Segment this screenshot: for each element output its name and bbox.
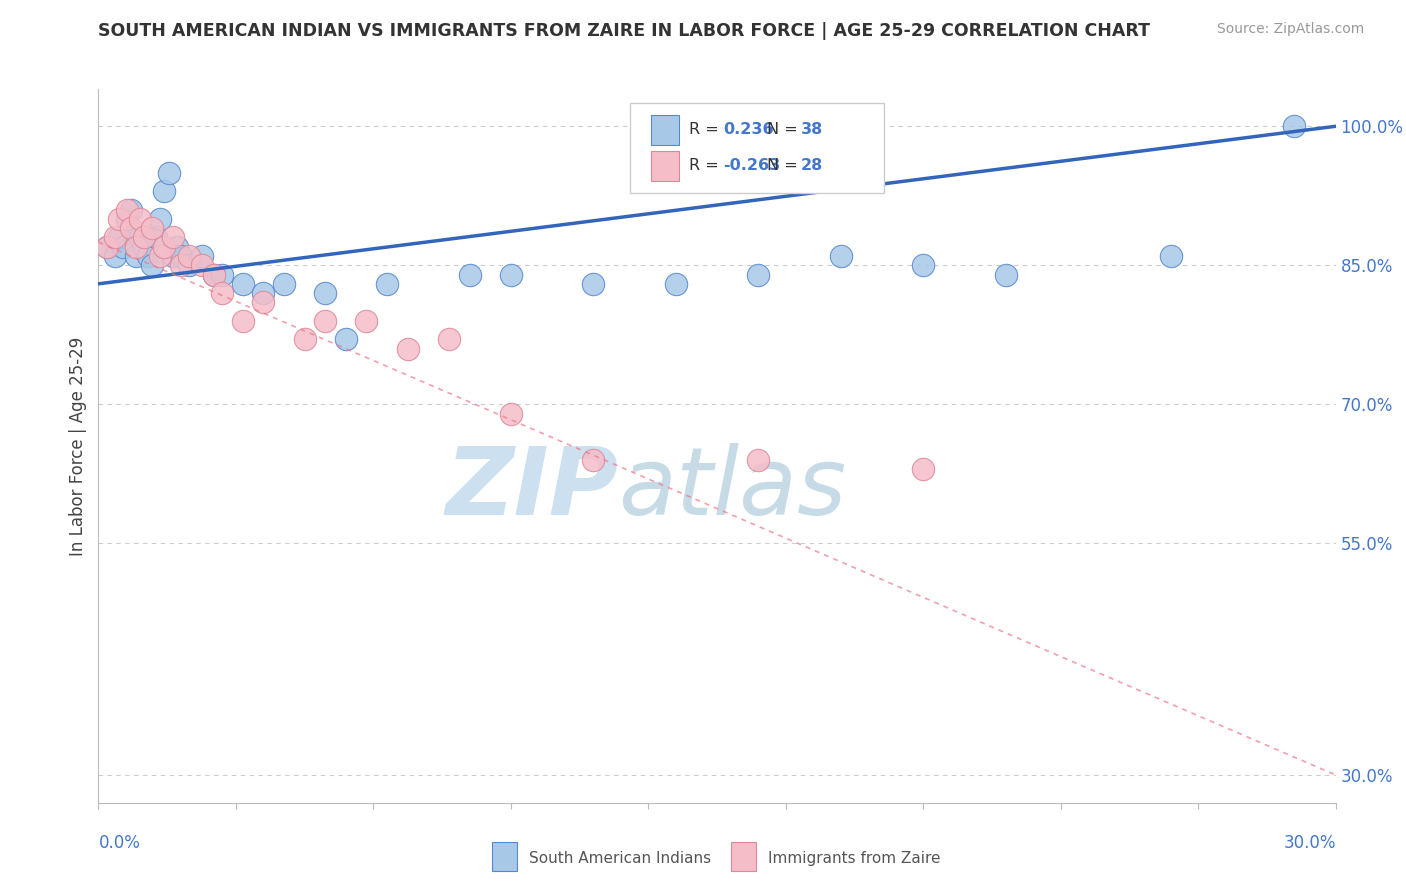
Point [145,230,167,244]
Point [1160,249,1182,263]
Point [179,249,201,263]
Text: R =: R = [689,158,724,173]
Point [747,453,769,467]
Text: -0.263: -0.263 [723,158,780,173]
Point [179,258,201,272]
Point [202,268,225,282]
Point [582,453,605,467]
Point [128,230,150,244]
Point [170,249,193,263]
Point [912,462,935,476]
Y-axis label: In Labor Force | Age 25-29: In Labor Force | Age 25-29 [69,336,87,556]
Point [128,211,150,226]
Point [375,277,398,291]
FancyBboxPatch shape [630,103,884,193]
Text: 38: 38 [801,122,824,137]
Point [211,286,233,301]
Point [396,342,419,356]
Point [162,249,184,263]
Point [499,407,522,421]
Point [157,166,180,180]
Text: 0.0%: 0.0% [98,834,141,852]
FancyBboxPatch shape [651,151,679,180]
Point [120,221,142,235]
Text: 0.236: 0.236 [723,122,773,137]
Point [136,249,159,263]
Point [108,211,131,226]
Text: 30.0%: 30.0% [1284,834,1336,852]
Point [994,268,1017,282]
Point [665,277,688,291]
Point [335,333,357,347]
Point [273,277,295,291]
Text: Source: ZipAtlas.com: Source: ZipAtlas.com [1216,22,1364,37]
Point [232,277,254,291]
Point [117,202,139,217]
Point [1284,120,1306,134]
Point [170,258,193,272]
Point [96,240,118,254]
Point [747,268,769,282]
Point [314,314,336,328]
Text: N =: N = [766,158,803,173]
Point [132,240,155,254]
Point [166,240,188,254]
Point [252,295,274,310]
Point [124,249,146,263]
Point [437,333,460,347]
Point [202,268,225,282]
Point [132,230,155,244]
Point [149,211,172,226]
Point [499,268,522,282]
Point [294,333,316,347]
Point [356,314,378,328]
Point [104,230,127,244]
Point [141,258,163,272]
Point [458,268,481,282]
Point [232,314,254,328]
Point [912,258,935,272]
Text: Immigrants from Zaire: Immigrants from Zaire [768,851,941,865]
Text: N =: N = [766,122,803,137]
Point [252,286,274,301]
Text: atlas: atlas [619,443,846,534]
Point [582,277,605,291]
Point [314,286,336,301]
Point [108,230,131,244]
Point [117,211,139,226]
Point [96,240,118,254]
Point [190,258,212,272]
Point [120,202,142,217]
Point [153,184,176,198]
Point [124,240,146,254]
Text: ZIP: ZIP [446,442,619,535]
FancyBboxPatch shape [651,115,679,145]
Point [149,249,172,263]
Point [104,249,127,263]
Text: South American Indians: South American Indians [529,851,711,865]
Text: R =: R = [689,122,724,137]
Point [141,221,163,235]
Point [162,230,184,244]
Text: SOUTH AMERICAN INDIAN VS IMMIGRANTS FROM ZAIRE IN LABOR FORCE | AGE 25-29 CORREL: SOUTH AMERICAN INDIAN VS IMMIGRANTS FROM… [98,22,1150,40]
Point [153,240,176,254]
Point [830,249,852,263]
Point [211,268,233,282]
Point [190,249,212,263]
Text: 28: 28 [801,158,824,173]
Point [112,240,135,254]
